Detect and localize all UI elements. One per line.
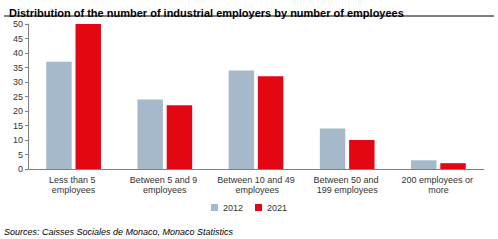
svg-text:employees: employees (143, 185, 187, 195)
svg-text:employees: employees (52, 185, 96, 195)
svg-text:Sources: Caisses Sociales de M: Sources: Caisses Sociales de Monaco, Mon… (4, 227, 234, 237)
svg-text:5: 5 (18, 150, 23, 160)
svg-text:employees: employees (233, 185, 280, 195)
svg-text:20: 20 (13, 106, 23, 116)
svg-text:Less than 5: Less than 5 (49, 175, 98, 185)
svg-text:199 employees: 199 employees (317, 185, 379, 195)
svg-text:0: 0 (18, 164, 23, 174)
svg-text:15: 15 (13, 121, 23, 131)
svg-text:50: 50 (13, 19, 23, 29)
svg-text:200 employees or: 200 employees or (401, 175, 475, 185)
svg-text:35: 35 (13, 63, 23, 73)
svg-text:10: 10 (13, 135, 23, 145)
svg-text:Distribution of the number of: Distribution of the number of industrial… (9, 7, 404, 19)
svg-text:Between 50 and: Between 50 and (313, 175, 381, 185)
svg-text:30: 30 (13, 77, 23, 87)
svg-text:2021: 2021 (267, 203, 287, 213)
svg-text:2012: 2012 (223, 203, 243, 213)
svg-text:Between 10 and 49: Between 10 and 49 (217, 175, 295, 185)
svg-text:Between 5 and 9: Between 5 and 9 (130, 175, 200, 185)
svg-text:40: 40 (13, 48, 23, 58)
svg-text:45: 45 (13, 34, 23, 44)
svg-text:more: more (428, 185, 449, 195)
svg-text:25: 25 (13, 92, 23, 102)
